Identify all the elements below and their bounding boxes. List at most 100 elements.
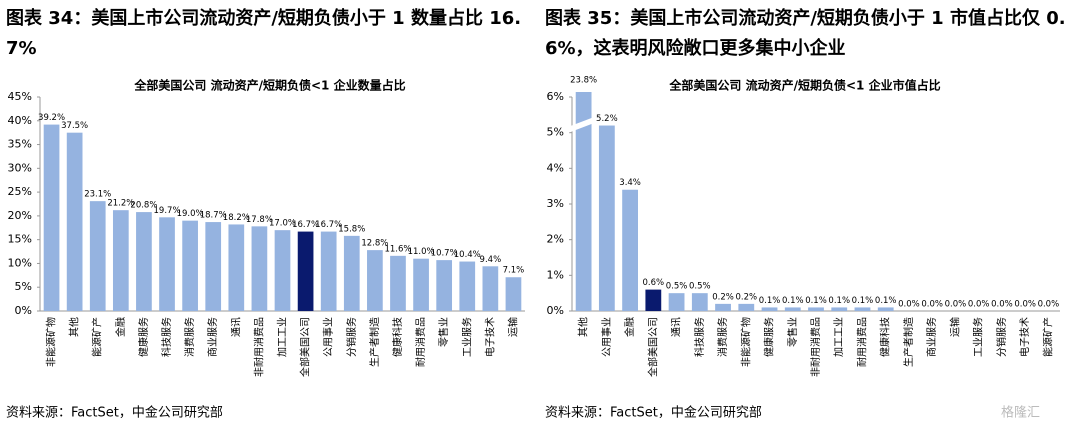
x-tick-label: 公用事业 bbox=[600, 317, 613, 357]
y-tick-label: 0% bbox=[15, 304, 32, 317]
bar bbox=[413, 258, 429, 311]
bar bbox=[482, 266, 499, 311]
bar bbox=[343, 235, 360, 311]
value-label: 3.4% bbox=[619, 178, 641, 188]
x-tick-label: 商业服务 bbox=[925, 317, 938, 357]
value-label: 18.7% bbox=[200, 211, 227, 221]
x-tick-label: 金融 bbox=[114, 317, 127, 337]
value-label: 10.4% bbox=[454, 250, 481, 260]
y-tick-label: 25% bbox=[8, 185, 32, 198]
x-tick-label: 生产者制造 bbox=[368, 317, 381, 367]
value-label: 21.2% bbox=[107, 199, 134, 209]
x-tick-label: 加工工业 bbox=[833, 317, 845, 357]
x-tick-label: 公用事业 bbox=[322, 317, 335, 357]
y-tick-label: 20% bbox=[8, 209, 32, 222]
x-tick-label: 科技服务 bbox=[160, 317, 173, 357]
x-tick-label: 消费服务 bbox=[716, 317, 729, 357]
bar bbox=[761, 307, 778, 311]
bar bbox=[436, 260, 453, 311]
x-tick-label: 耐用消费品 bbox=[855, 317, 868, 367]
source-note: 资料来源：FactSet，中金公司研究部 bbox=[6, 405, 223, 421]
bar bbox=[738, 303, 755, 311]
value-label: 0.1% bbox=[782, 296, 804, 306]
value-label: 0.0% bbox=[898, 300, 920, 310]
value-label: 0.1% bbox=[875, 296, 897, 306]
x-tick-label: 其他 bbox=[68, 317, 81, 337]
x-tick-label: 非能源矿物 bbox=[45, 317, 58, 367]
value-label: 0.0% bbox=[1014, 300, 1036, 310]
bar bbox=[390, 255, 406, 311]
value-label: 5.2% bbox=[596, 114, 618, 124]
x-tick-label: 健康科技 bbox=[879, 317, 892, 357]
value-label: 0.6% bbox=[643, 278, 665, 288]
y-tick-label: 5% bbox=[15, 280, 32, 293]
value-label: 15.8% bbox=[338, 224, 365, 234]
bar bbox=[182, 220, 198, 311]
x-tick-label: 健康服务 bbox=[137, 317, 150, 357]
bar bbox=[274, 230, 291, 311]
bar bbox=[784, 307, 801, 311]
bar bbox=[136, 212, 152, 311]
bar bbox=[575, 92, 592, 311]
axis-break bbox=[567, 115, 600, 133]
source-note: 资料来源：FactSet，中金公司研究部 bbox=[545, 405, 762, 421]
value-label: 37.5% bbox=[61, 121, 88, 131]
bar bbox=[297, 231, 314, 311]
x-tick-label: 工业服务 bbox=[972, 317, 985, 357]
value-label: 0.0% bbox=[991, 300, 1013, 310]
x-tick-label: 运输 bbox=[948, 317, 961, 337]
value-label: 0.2% bbox=[735, 292, 757, 302]
figure-heading: 图表 34：美国上市公司流动资产/短期负债小于 1 数量占比 16.7% bbox=[6, 8, 522, 59]
bar bbox=[205, 222, 222, 311]
value-label: 9.4% bbox=[480, 255, 502, 265]
y-tick-label: 5% bbox=[547, 126, 564, 139]
bar bbox=[668, 293, 685, 311]
x-tick-label: 非耐用消费品 bbox=[252, 317, 265, 377]
x-tick-label: 运输 bbox=[506, 317, 519, 337]
x-tick-label: 消费服务 bbox=[183, 317, 196, 357]
x-tick-label: 非能源矿物 bbox=[739, 317, 752, 367]
bar bbox=[854, 307, 871, 311]
value-label: 16.7% bbox=[315, 220, 342, 230]
y-tick-label: 30% bbox=[8, 161, 32, 174]
y-tick-label: 4% bbox=[547, 161, 564, 174]
x-tick-label: 健康科技 bbox=[391, 317, 404, 357]
value-label: 11.0% bbox=[408, 247, 435, 257]
value-label: 23.1% bbox=[84, 190, 111, 200]
bar bbox=[159, 217, 175, 311]
chart-title: 全部美国公司 流动资产/短期负债<1 企业市值占比 bbox=[668, 78, 940, 93]
x-tick-label: 电子技术 bbox=[1018, 317, 1031, 357]
bar bbox=[715, 303, 731, 311]
value-label: 17.0% bbox=[269, 219, 296, 229]
value-label: 0.0% bbox=[945, 300, 967, 310]
bar bbox=[645, 289, 662, 311]
bar bbox=[459, 261, 476, 311]
value-label: 10.7% bbox=[431, 249, 458, 259]
value-label: 12.8% bbox=[361, 239, 388, 249]
x-tick-label: 能源矿产 bbox=[91, 317, 104, 357]
x-tick-label: 健康服务 bbox=[763, 317, 776, 357]
y-tick-label: 2% bbox=[547, 233, 564, 246]
value-label: 39.2% bbox=[38, 113, 65, 123]
x-tick-label: 分销服务 bbox=[995, 317, 1008, 357]
value-label: 16.7% bbox=[292, 220, 319, 230]
x-tick-label: 非耐用消费品 bbox=[809, 317, 822, 377]
x-tick-label: 零售业 bbox=[437, 317, 450, 347]
value-label: 0.0% bbox=[1038, 300, 1060, 310]
y-tick-label: 1% bbox=[547, 268, 564, 281]
x-tick-label: 全部美国公司 bbox=[646, 317, 659, 377]
bar bbox=[112, 210, 129, 311]
y-tick-label: 6% bbox=[547, 90, 564, 103]
bar bbox=[877, 307, 894, 311]
bar bbox=[320, 231, 337, 311]
watermark: 格隆汇 bbox=[1001, 405, 1040, 421]
value-label: 23.8% bbox=[570, 76, 597, 86]
bar bbox=[251, 226, 268, 311]
value-label: 0.2% bbox=[712, 292, 734, 302]
value-label: 19.0% bbox=[177, 209, 204, 219]
value-label: 0.1% bbox=[852, 296, 874, 306]
value-label: 0.1% bbox=[759, 296, 781, 306]
bar bbox=[598, 125, 615, 312]
figure-heading: 图表 35：美国上市公司流动资产/短期负债小于 1 市值占比仅 0.6%，这表明… bbox=[545, 8, 1066, 59]
